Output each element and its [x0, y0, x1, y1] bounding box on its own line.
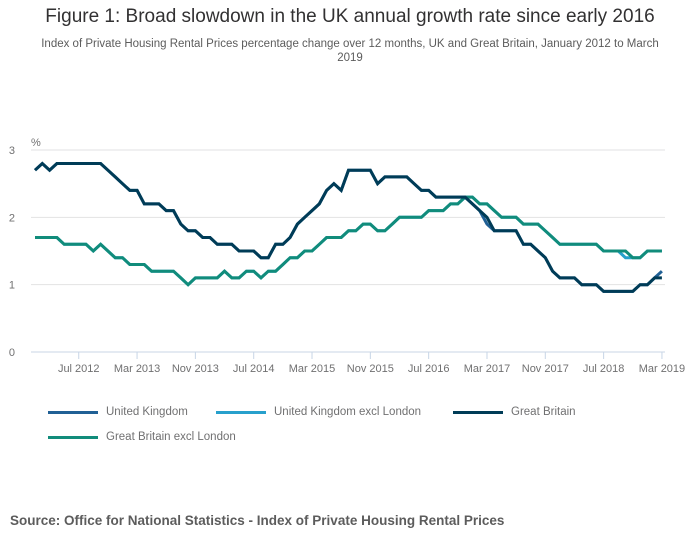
legend-swatch [216, 410, 266, 414]
legend-label: Great Britain excl London [106, 431, 236, 443]
x-tick-label: Jul 2016 [408, 363, 450, 375]
series-line-united-kingdom [33, 161, 663, 293]
series-line-united-kingdom-excl-london [35, 195, 662, 287]
y-tick-label: 0 [9, 347, 15, 359]
x-tick-label: Mar 2015 [289, 363, 335, 375]
chart-subtitle: Index of Private Housing Rental Prices p… [41, 38, 659, 64]
x-tick-label: Jul 2014 [233, 363, 275, 375]
y-unit-label: % [31, 137, 41, 149]
legend-label: United Kingdom [106, 406, 188, 418]
x-tick-label: Nov 2013 [172, 363, 219, 375]
x-tick-label: Jul 2012 [58, 363, 100, 375]
line-chart: 0 1 2 3% Jul 2012 Mar 2013 Nov 2013 Jul 2014 Mar… [9, 137, 685, 375]
x-tick-label: Nov 2015 [347, 363, 394, 375]
source-note: Source: Office for National Statistics -… [10, 513, 505, 528]
series-line-great-britain [33, 161, 662, 293]
legend-item-gb-excl-london[interactable]: Great Britain excl London [48, 431, 236, 443]
axes: 0 1 2 3% Jul 2012 Mar 2013 Nov 2013 Jul 2014 Mar… [9, 137, 685, 375]
x-tick-label: Mar 2019 [639, 363, 685, 375]
legend-swatch [48, 410, 98, 414]
y-tick-label: 1 [9, 280, 15, 292]
chart-title: Figure 1: Broad slowdown in the UK annua… [45, 6, 655, 27]
legend-swatch [48, 435, 98, 439]
legend-item-uk-excl-london[interactable]: United Kingdom excl London [216, 406, 421, 418]
x-tick-label: Jul 2018 [583, 363, 625, 375]
legend-label: United Kingdom excl London [274, 406, 422, 418]
series-line-great-britain-excl-london [35, 195, 662, 287]
x-tick-label: Mar 2017 [464, 363, 510, 375]
y-tick-label: 2 [9, 212, 15, 224]
legend-label: Great Britain [511, 406, 576, 418]
y-tick-label: 3 [9, 145, 15, 157]
legend-item-united-kingdom[interactable]: United Kingdom [48, 406, 188, 418]
x-tick-label: Nov 2017 [522, 363, 569, 375]
legend-item-great-britain[interactable]: Great Britain [453, 406, 576, 418]
series-lines [33, 161, 663, 293]
x-tick-label: Mar 2013 [114, 363, 160, 375]
legend-swatch [453, 410, 503, 414]
gridlines [31, 149, 665, 353]
